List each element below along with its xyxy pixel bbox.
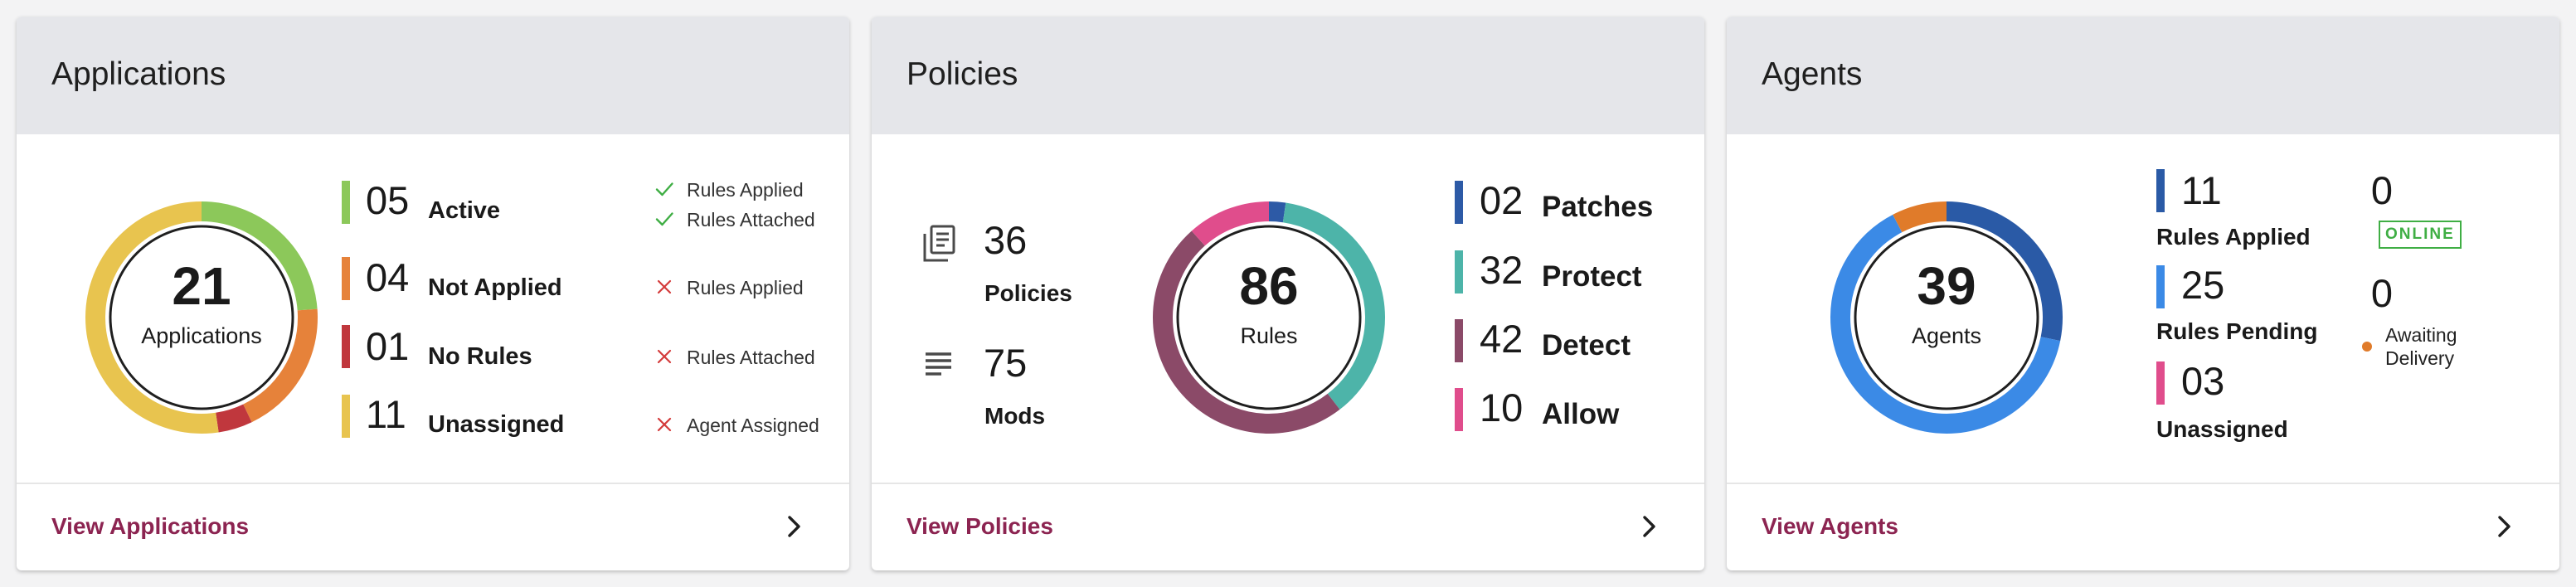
legend-bar-allow	[1455, 388, 1463, 431]
policies-count-label: Policies	[984, 280, 1072, 306]
donut-segment-unassigned	[85, 201, 318, 434]
awaiting-count: 0	[2370, 271, 2394, 315]
patches-count: 02	[1480, 178, 1524, 222]
donut-segment-detect	[1153, 201, 1385, 434]
allow-label: Allow	[1542, 398, 1620, 430]
unassigned-label: Unassigned	[428, 411, 565, 438]
protect-count: 32	[1480, 248, 1524, 292]
rules-pending-label: Rules Pending	[2156, 318, 2318, 344]
donut-segment-rules-pending	[1830, 201, 2063, 434]
x-icon	[657, 349, 672, 364]
applications-total: 21	[172, 256, 231, 316]
awaiting-label-line1: Awaiting	[2385, 324, 2457, 346]
legend-bar-not-applied	[342, 257, 350, 300]
detect-label: Detect	[1542, 329, 1631, 361]
policies-title: Policies	[906, 56, 1018, 92]
agents-donut-chart	[1830, 201, 2063, 434]
applications-card: Applications 21 Applications 05 Active 0…	[17, 17, 849, 570]
view-applications-label: View Applications	[51, 513, 250, 539]
legend-bar-detect	[1455, 319, 1463, 362]
view-policies-link[interactable]: View Policies	[872, 483, 1704, 570]
x-icon	[657, 279, 672, 294]
rules-applied-count: 11	[2181, 168, 2222, 212]
awaiting-label: Awaiting Delivery	[2385, 323, 2457, 370]
agents-total-label: Agents	[1911, 323, 1982, 348]
donut-segment-protect	[1153, 201, 1385, 434]
legend-bar-no-rules	[342, 325, 350, 368]
unassigned-agents-label: Unassigned	[2156, 416, 2288, 442]
donut-segment-allow	[1153, 201, 1385, 434]
allow-count: 10	[1480, 386, 1524, 429]
view-agents-link[interactable]: View Agents	[1727, 483, 2559, 570]
rules-total-label: Rules	[1240, 323, 1298, 348]
legend-bar-protect	[1455, 250, 1463, 294]
mods-icon	[926, 352, 951, 376]
chevron-right-icon	[1643, 516, 1655, 537]
status-agent-assigned-missing: Agent Assigned	[687, 415, 819, 436]
view-applications-link[interactable]: View Applications	[17, 483, 849, 570]
online-status-badge: ONLINE	[2379, 221, 2462, 249]
rules-total: 86	[1239, 256, 1299, 316]
agents-total: 39	[1917, 256, 1976, 316]
legend-bar-unassigned-agents	[2156, 361, 2165, 405]
policies-card: Policies 36 Policies 75 Mods 86 Rules 02…	[872, 17, 1704, 570]
agents-card: Agents 39 Agents 11 Rules Applied 25 Rul…	[1727, 17, 2559, 570]
mods-count: 75	[984, 341, 1028, 385]
chevron-right-icon	[2498, 516, 2510, 537]
legend-bar-rules-applied	[2156, 169, 2165, 212]
applications-card-header: Applications	[17, 17, 849, 134]
unassigned-count: 11	[366, 392, 406, 436]
legend-bar-patches	[1455, 181, 1463, 224]
active-count: 05	[366, 178, 410, 222]
agents-card-header: Agents	[1727, 17, 2559, 134]
no-rules-label: No Rules	[428, 343, 532, 370]
rules-pending-count: 25	[2181, 263, 2225, 307]
active-label: Active	[428, 197, 501, 224]
check-icon	[655, 182, 673, 196]
patches-label: Patches	[1542, 191, 1654, 223]
awaiting-label-line2: Delivery	[2385, 347, 2455, 369]
awaiting-dot-icon	[2362, 342, 2372, 352]
no-rules-count: 01	[366, 324, 410, 368]
x-icon	[657, 417, 672, 432]
donut-segment-not-applied	[85, 201, 318, 434]
rules-applied-label: Rules Applied	[2156, 224, 2311, 250]
applications-title: Applications	[51, 56, 226, 92]
mods-count-label: Mods	[984, 403, 1046, 429]
check-icon	[655, 212, 673, 226]
status-rules-attached-missing: Rules Attached	[687, 347, 815, 368]
legend-bar-active	[342, 181, 350, 224]
donut-segment-unassigned	[1830, 201, 2063, 434]
applications-total-label: Applications	[141, 323, 262, 348]
detect-count: 42	[1480, 317, 1524, 361]
agents-title: Agents	[1762, 56, 1863, 92]
not-applied-count: 04	[366, 255, 410, 299]
status-rules-applied-missing: Rules Applied	[687, 277, 804, 298]
policies-count: 36	[984, 218, 1028, 262]
online-count: 0	[2370, 168, 2394, 212]
unassigned-agents-count: 03	[2181, 359, 2225, 403]
policies-card-header: Policies	[872, 17, 1704, 134]
chevron-right-icon	[788, 516, 800, 537]
rules-donut-chart	[1153, 201, 1385, 434]
donut-inner-ring	[1854, 225, 2039, 410]
status-rules-attached: Rules Attached	[687, 209, 815, 230]
applications-donut-chart	[85, 201, 318, 434]
legend-bar-unassigned	[342, 395, 350, 438]
legend-bar-rules-pending	[2156, 265, 2165, 308]
view-policies-label: View Policies	[906, 513, 1053, 539]
not-applied-label: Not Applied	[428, 274, 562, 301]
protect-label: Protect	[1542, 260, 1642, 293]
view-agents-label: View Agents	[1762, 513, 1898, 539]
donut-inner-ring	[109, 225, 294, 410]
status-rules-applied: Rules Applied	[687, 179, 804, 201]
policies-icon	[923, 225, 955, 262]
donut-inner-ring	[1176, 225, 1362, 410]
